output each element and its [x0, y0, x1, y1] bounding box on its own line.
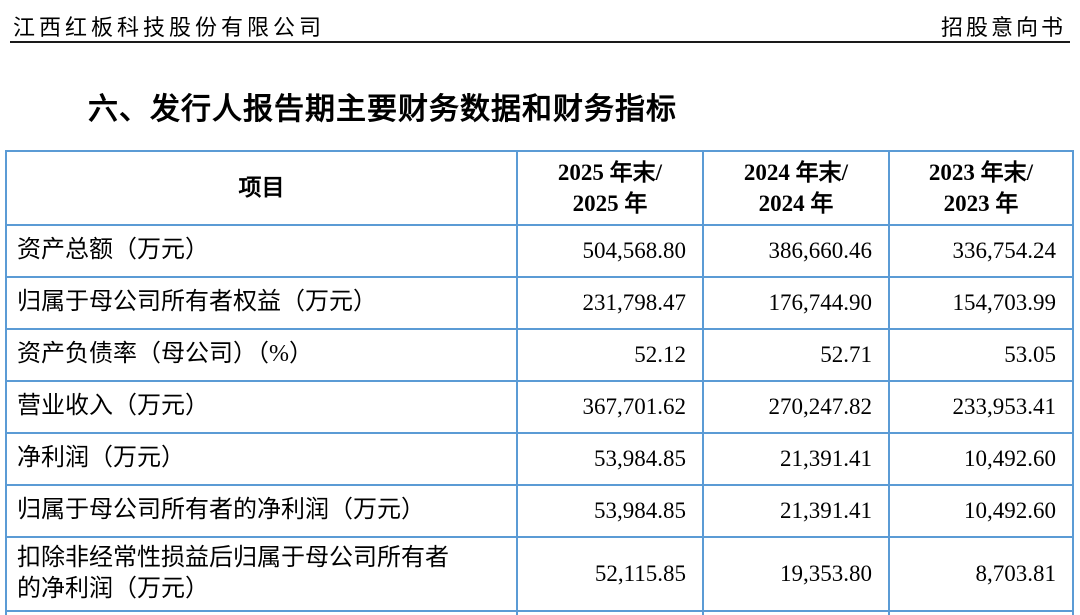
row-value-2023: 154,703.99 — [888, 276, 1074, 330]
table-row-revenue: 营业收入（万元） 367,701.62 270,247.82 233,953.4… — [5, 380, 1074, 434]
column-header-2025: 2025 年末/ 2025 年 — [516, 150, 704, 226]
row-value-2025: 367,701.62 — [516, 380, 704, 434]
row-value-2024: 270,247.82 — [702, 380, 890, 434]
document-type-label: 招股意向书 — [940, 15, 1066, 40]
column-header-item: 项目 — [5, 150, 518, 226]
table-row-net-profit: 净利润（万元） 53,984.85 21,391.41 10,492.60 — [5, 432, 1074, 486]
running-header: 江西红板科技股份有限公司 招股意向书 — [13, 10, 1066, 42]
table-row-parent-equity: 归属于母公司所有者权益（万元） 231,798.47 176,744.90 15… — [5, 276, 1074, 330]
section-title: 六、发行人报告期主要财务数据和财务指标 — [88, 93, 677, 126]
row-value-2025: 53,984.85 — [516, 432, 704, 486]
row-value-2024: 21,391.41 — [702, 432, 890, 486]
row-label: 资产总额（万元） — [5, 224, 518, 278]
table-row-partial-clipped — [5, 610, 1074, 615]
table-row-total-assets: 资产总额（万元） 504,568.80 386,660.46 336,754.2… — [5, 224, 1074, 278]
row-value-2024: 21,391.41 — [702, 484, 890, 538]
row-value-2024: 386,660.46 — [702, 224, 890, 278]
row-label: 归属于母公司所有者权益（万元） — [5, 276, 518, 330]
row-value-2025: 53,984.85 — [516, 484, 704, 538]
company-name: 江西红板科技股份有限公司 — [13, 15, 326, 40]
row-value-2025: 52,115.85 — [516, 536, 704, 612]
row-value-2025: 231,798.47 — [516, 276, 704, 330]
table-row-deducted-net-profit: 扣除非经常性损益后归属于母公司所有者的净利润（万元） 52,115.85 19,… — [5, 536, 1074, 612]
row-value-2023: 8,703.81 — [888, 536, 1074, 612]
row-value-2023: 10,492.60 — [888, 484, 1074, 538]
row-label: 扣除非经常性损益后归属于母公司所有者的净利润（万元） — [5, 536, 518, 612]
table-header-row: 项目 2025 年末/ 2025 年 2024 年末/ 2024 年 2023 … — [5, 150, 1074, 226]
row-value-2024: 52.71 — [702, 328, 890, 382]
column-header-2024: 2024 年末/ 2024 年 — [702, 150, 890, 226]
row-label: 净利润（万元） — [5, 432, 518, 486]
row-value-2024: 19,353.80 — [702, 536, 890, 612]
row-value-2023: 53.05 — [888, 328, 1074, 382]
financial-data-table: 项目 2025 年末/ 2025 年 2024 年末/ 2024 年 2023 … — [5, 150, 1074, 615]
row-value-2023: 336,754.24 — [888, 224, 1074, 278]
row-value-2023: 10,492.60 — [888, 432, 1074, 486]
row-label: 资产负债率（母公司）（%） — [5, 328, 518, 382]
table-row-parent-net-profit: 归属于母公司所有者的净利润（万元） 53,984.85 21,391.41 10… — [5, 484, 1074, 538]
header-divider-line — [10, 41, 1070, 43]
row-value-2024: 176,744.90 — [702, 276, 890, 330]
row-value-2025: 504,568.80 — [516, 224, 704, 278]
table-row-debt-ratio: 资产负债率（母公司）（%） 52.12 52.71 53.05 — [5, 328, 1074, 382]
row-value-2025: 52.12 — [516, 328, 704, 382]
column-header-2023: 2023 年末/ 2023 年 — [888, 150, 1074, 226]
row-value-2023: 233,953.41 — [888, 380, 1074, 434]
row-label: 营业收入（万元） — [5, 380, 518, 434]
row-label: 归属于母公司所有者的净利润（万元） — [5, 484, 518, 538]
